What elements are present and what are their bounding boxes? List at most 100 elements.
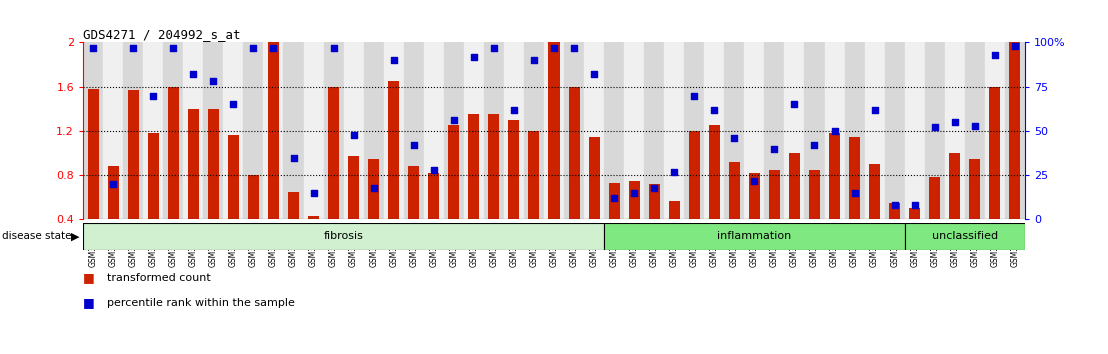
- Point: [265, 45, 283, 51]
- Bar: [504, 42, 524, 219]
- Text: unclassified: unclassified: [932, 231, 998, 241]
- Point: [545, 45, 563, 51]
- Point: [445, 118, 463, 123]
- Bar: [904, 223, 1025, 250]
- Bar: [529, 131, 540, 219]
- Bar: [664, 42, 685, 219]
- Bar: [809, 170, 820, 219]
- Bar: [568, 87, 579, 219]
- Bar: [204, 42, 224, 219]
- Bar: [429, 173, 439, 219]
- Point: [565, 45, 583, 51]
- Bar: [648, 184, 659, 219]
- Bar: [749, 173, 760, 219]
- Bar: [910, 209, 921, 219]
- Point: [84, 45, 102, 51]
- Bar: [368, 159, 379, 219]
- Bar: [388, 81, 399, 219]
- Text: ■: ■: [83, 272, 95, 284]
- Point: [485, 45, 503, 51]
- Bar: [789, 153, 800, 219]
- Point: [666, 169, 684, 175]
- Bar: [544, 42, 564, 219]
- Bar: [705, 42, 725, 219]
- Bar: [970, 159, 981, 219]
- Bar: [228, 136, 239, 219]
- Bar: [469, 114, 480, 219]
- Point: [465, 54, 483, 59]
- Bar: [147, 133, 158, 219]
- Bar: [644, 42, 664, 219]
- Point: [404, 142, 422, 148]
- Bar: [187, 109, 198, 219]
- Point: [746, 178, 763, 183]
- Text: GDS4271 / 204992_s_at: GDS4271 / 204992_s_at: [83, 28, 240, 41]
- Bar: [1005, 42, 1025, 219]
- Bar: [308, 216, 319, 219]
- Text: percentile rank within the sample: percentile rank within the sample: [107, 298, 296, 308]
- Bar: [328, 87, 339, 219]
- Point: [885, 202, 903, 208]
- Bar: [484, 42, 504, 219]
- Bar: [930, 177, 941, 219]
- Bar: [989, 87, 1001, 219]
- Point: [966, 123, 984, 129]
- Bar: [669, 201, 679, 219]
- Point: [525, 57, 543, 63]
- Point: [505, 107, 523, 113]
- Bar: [248, 175, 259, 219]
- Bar: [444, 42, 464, 219]
- Point: [384, 57, 402, 63]
- Point: [906, 202, 924, 208]
- Point: [1006, 43, 1024, 49]
- Point: [164, 45, 182, 51]
- Point: [225, 102, 243, 107]
- Point: [645, 185, 663, 190]
- Point: [285, 155, 302, 160]
- Bar: [725, 42, 745, 219]
- Text: fibrosis: fibrosis: [324, 231, 363, 241]
- Bar: [163, 42, 183, 219]
- Bar: [844, 42, 864, 219]
- Text: ▶: ▶: [71, 231, 80, 241]
- Bar: [103, 42, 123, 219]
- Point: [766, 146, 783, 152]
- Point: [305, 190, 322, 196]
- Bar: [608, 183, 619, 219]
- Bar: [343, 42, 363, 219]
- Bar: [88, 89, 99, 219]
- Bar: [408, 166, 419, 219]
- Bar: [564, 42, 584, 219]
- Bar: [904, 42, 925, 219]
- Bar: [769, 170, 780, 219]
- Bar: [304, 42, 324, 219]
- Bar: [884, 42, 904, 219]
- Bar: [709, 125, 720, 219]
- Bar: [889, 203, 900, 219]
- Point: [865, 107, 883, 113]
- Point: [926, 125, 944, 130]
- Bar: [224, 42, 244, 219]
- Bar: [127, 90, 138, 219]
- Point: [806, 142, 823, 148]
- Point: [245, 45, 263, 51]
- Bar: [864, 42, 884, 219]
- Point: [726, 135, 743, 141]
- Bar: [965, 42, 985, 219]
- Text: disease state: disease state: [2, 231, 72, 241]
- Point: [365, 185, 382, 190]
- Text: ■: ■: [83, 296, 95, 309]
- Point: [786, 102, 803, 107]
- Text: inflammation: inflammation: [717, 231, 791, 241]
- Bar: [489, 114, 500, 219]
- Bar: [324, 42, 343, 219]
- Bar: [588, 137, 599, 219]
- Bar: [945, 42, 965, 219]
- Bar: [829, 133, 840, 219]
- Bar: [849, 137, 860, 219]
- Point: [605, 195, 623, 201]
- Bar: [208, 109, 219, 219]
- Bar: [284, 42, 304, 219]
- Bar: [403, 42, 423, 219]
- Point: [946, 119, 964, 125]
